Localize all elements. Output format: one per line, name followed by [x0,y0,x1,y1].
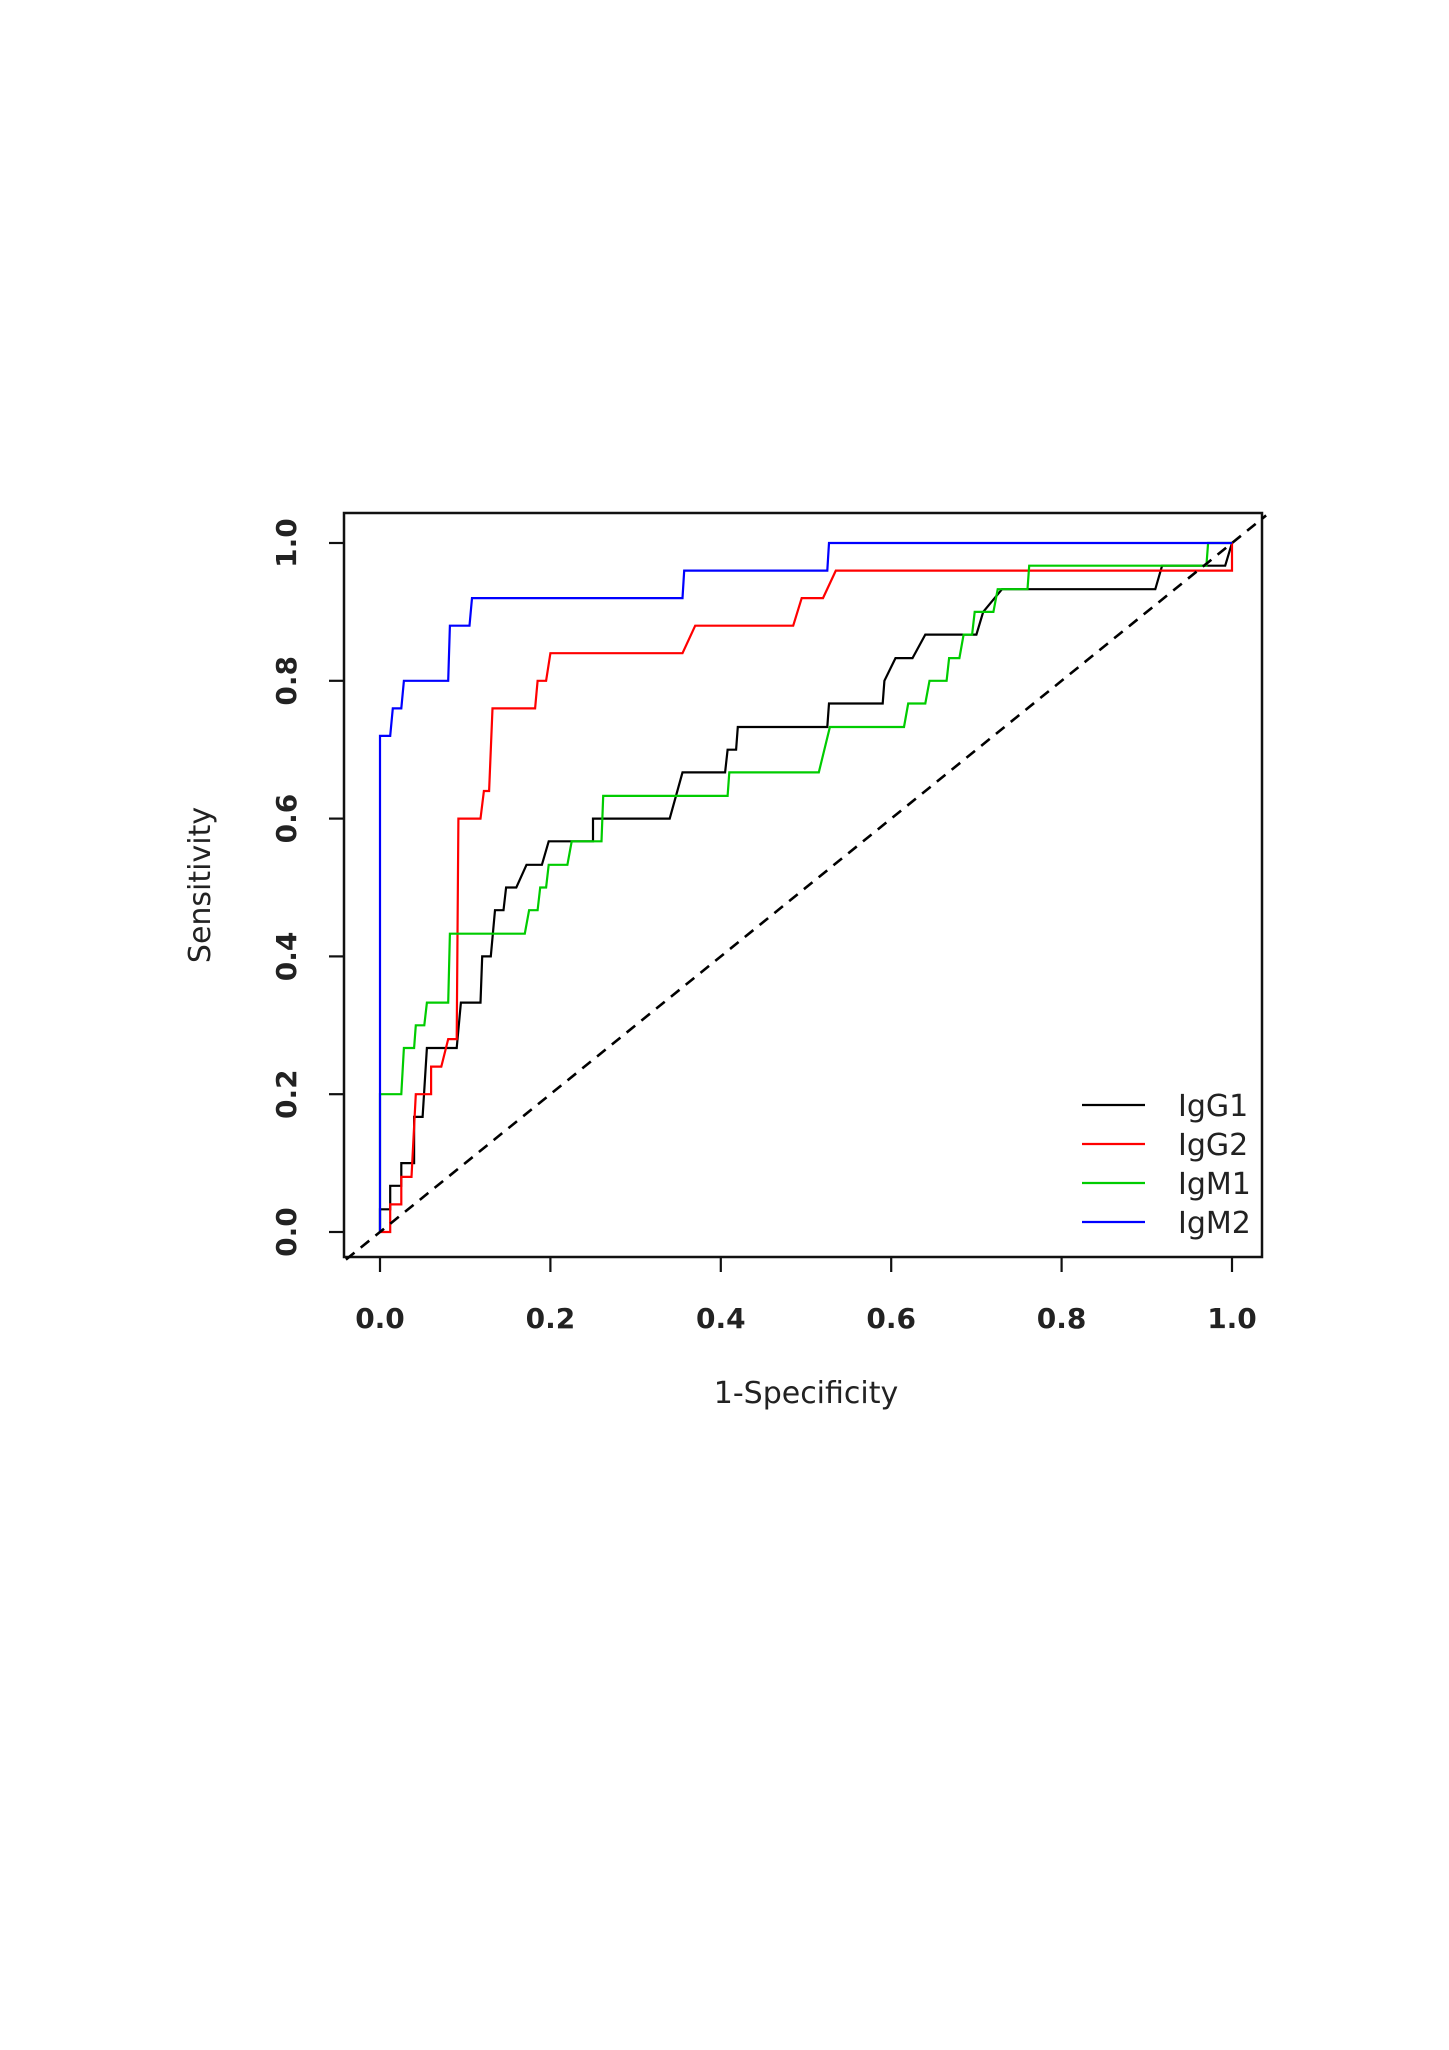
series-layer [378,541,1234,1234]
series-line-igm1 [378,541,1232,1232]
legend-label-igg2: IgG2 [1178,1128,1248,1163]
x-tick-label: 1.0 [1207,1302,1257,1335]
legend-label-igm2: IgM2 [1178,1206,1251,1241]
y-axis: 0.0 0.2 0.4 0.6 0.8 1.0 [270,518,344,1257]
reference-diagonal [345,514,1267,1261]
y-tick-label: 0.4 [270,932,303,982]
x-tick-label: 0.0 [355,1302,405,1335]
x-axis: 0.0 0.2 0.4 0.6 0.8 1.0 [355,1257,1257,1335]
legend-label-igm1: IgM1 [1178,1167,1251,1202]
series-line-igg2 [380,543,1234,1234]
series-line-igm2 [378,541,1232,1232]
y-tick-label: 1.0 [270,518,303,568]
y-tick-label: 0.0 [270,1207,303,1257]
y-axis-title: Sensitivity [183,807,218,963]
x-tick-label: 0.6 [866,1302,916,1335]
plot-frame [342,511,1264,1259]
y-tick-label: 0.6 [270,794,303,844]
y-tick-label: 0.8 [270,656,303,706]
x-axis-title: 1-Specificity [714,1376,899,1411]
legend-label-igg1: IgG1 [1178,1089,1248,1124]
x-tick-label: 0.2 [526,1302,576,1335]
x-tick-label: 0.4 [696,1302,746,1335]
y-tick-label: 0.2 [270,1069,303,1119]
legend: IgG1 IgG2 IgM1 IgM2 [1082,1089,1251,1241]
x-tick-label: 0.8 [1037,1302,1087,1335]
reference-layer [345,514,1267,1261]
